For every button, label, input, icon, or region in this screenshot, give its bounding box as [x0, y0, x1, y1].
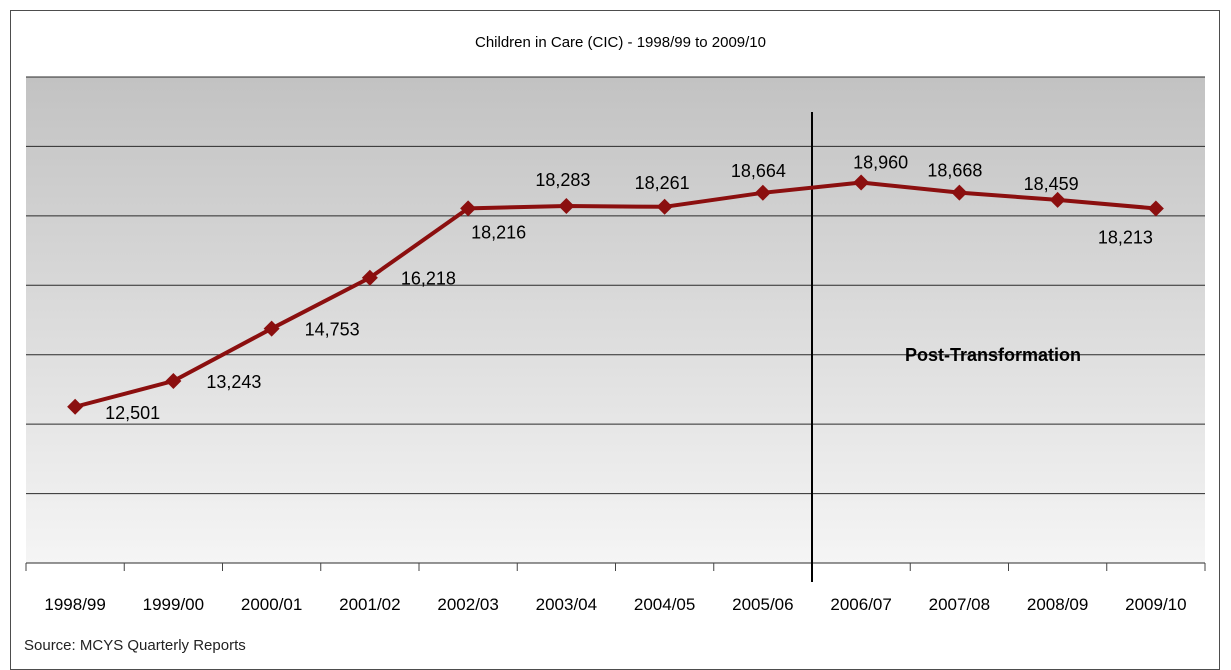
data-label: 14,753 [305, 320, 360, 340]
data-point [1147, 200, 1164, 217]
data-point [263, 320, 280, 337]
x-tick-label: 1998/99 [44, 595, 105, 614]
data-markers [67, 174, 1164, 415]
x-tick-label: 2007/08 [929, 595, 990, 614]
plot-area [26, 77, 1205, 563]
x-tick-label: 2004/05 [634, 595, 695, 614]
data-point [165, 372, 182, 389]
data-label: 18,664 [731, 161, 786, 181]
data-label: 18,459 [1024, 174, 1079, 194]
data-point [361, 269, 378, 286]
data-labels: 12,501 13,243 14,753 16,218 18,216 18,283 18,2… [105, 153, 1153, 423]
chart-title: Children in Care (CIC) - 1998/99 to 2009… [475, 34, 766, 51]
data-label: 12,501 [105, 403, 160, 423]
data-label: 16,218 [401, 269, 456, 289]
source-note: Source: MCYS Quarterly Reports [24, 637, 246, 654]
x-tick-label: 2005/06 [732, 595, 793, 614]
data-point [656, 198, 673, 215]
x-tick-label: 2009/10 [1125, 595, 1186, 614]
data-label: 18,213 [1098, 227, 1153, 247]
data-label: 18,668 [927, 161, 982, 181]
data-label: 18,261 [635, 173, 690, 193]
data-point [460, 200, 477, 217]
series-line [74, 180, 1157, 409]
x-tick-label: 2002/03 [437, 595, 498, 614]
data-point [67, 398, 84, 415]
data-label: 18,216 [471, 222, 526, 242]
data-point [1049, 191, 1066, 208]
x-tick-label: 2008/09 [1027, 595, 1088, 614]
x-tick-label: 2006/07 [830, 595, 891, 614]
x-tick-label: 2000/01 [241, 595, 302, 614]
data-point [754, 184, 771, 201]
data-label: 13,243 [206, 372, 261, 392]
data-label: 18,283 [535, 170, 590, 190]
line-chart: 1998/99 1999/00 2000/01 2001/02 2002/03 2003/… [25, 76, 1206, 614]
x-tick-label: 2001/02 [339, 595, 400, 614]
data-label: 18,960 [853, 153, 908, 173]
x-axis: 1998/99 1999/00 2000/01 2001/02 2002/03 2003/… [25, 563, 1206, 614]
gridlines [26, 76, 1205, 564]
data-point [853, 174, 870, 191]
post-transformation-label: Post-Transformation [905, 345, 1081, 365]
x-tick-label: 1999/00 [143, 595, 204, 614]
data-point [951, 184, 968, 201]
data-point [558, 198, 575, 215]
x-tick-label: 2003/04 [536, 595, 597, 614]
